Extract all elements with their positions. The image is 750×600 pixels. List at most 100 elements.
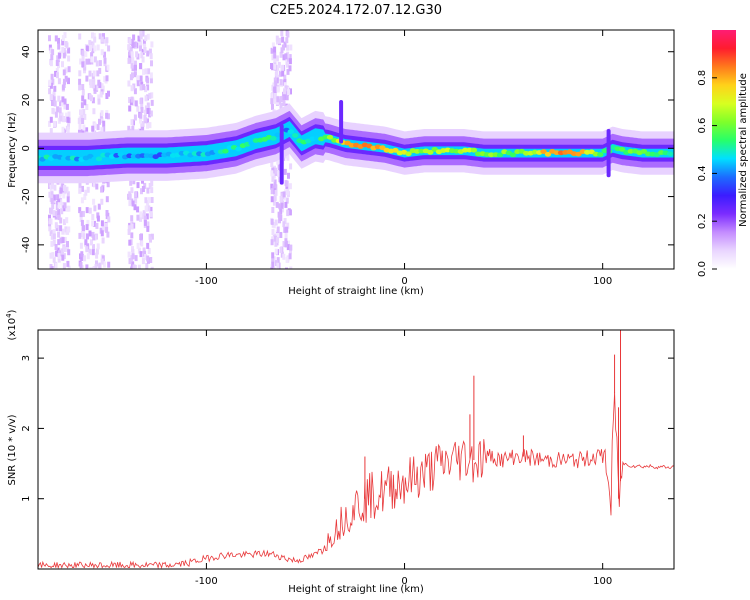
noise-mark — [85, 224, 89, 231]
noise-mark — [144, 68, 148, 75]
noise-mark — [63, 103, 67, 110]
noise-mark — [149, 72, 153, 79]
noise-mark — [285, 37, 289, 44]
noise-mark — [141, 258, 145, 265]
noise-mark — [149, 77, 153, 84]
noise-mark — [128, 258, 132, 265]
noise-mark — [57, 78, 61, 85]
noise-mark — [92, 266, 95, 269]
noise-mark — [96, 215, 100, 222]
noise-mark — [286, 51, 290, 58]
noise-mark — [270, 196, 274, 203]
noise-mark — [99, 91, 103, 98]
noise-mark — [286, 44, 290, 51]
noise-mark — [144, 35, 148, 42]
noise-mark — [128, 193, 132, 200]
spectrogram-frame — [37, 29, 675, 270]
noise-mark — [282, 91, 286, 98]
noise-mark — [285, 197, 289, 204]
noise-mark — [78, 207, 82, 214]
x-tick-label: 100 — [593, 276, 612, 287]
noise-mark — [82, 124, 86, 131]
noise-mark — [61, 46, 65, 53]
noise-mark — [283, 82, 287, 89]
noise-mark — [145, 213, 149, 220]
noise-mark — [283, 78, 287, 85]
noise-mark — [139, 75, 143, 82]
noise-mark — [272, 185, 276, 192]
noise-mark — [65, 217, 69, 224]
noise-mark — [93, 56, 97, 63]
noise-mark — [282, 241, 286, 247]
noise-mark — [66, 241, 69, 247]
snr-data — [38, 330, 674, 569]
noise-mark — [141, 48, 145, 55]
noise-mark — [52, 194, 56, 201]
noise-mark — [139, 40, 143, 47]
noise-mark — [127, 225, 131, 232]
noise-mark — [97, 79, 101, 86]
noise-mark — [80, 219, 84, 226]
noise-mark — [139, 112, 143, 119]
noise-mark — [95, 183, 99, 190]
noise-mark — [284, 241, 288, 248]
noise-mark — [286, 154, 290, 161]
ridge-point — [496, 152, 504, 158]
noise-mark — [270, 98, 274, 105]
noise-mark — [101, 255, 105, 262]
y-tick-label: 1 — [21, 496, 32, 502]
noise-mark — [50, 194, 54, 201]
noise-mark — [136, 105, 140, 112]
snr-y-label: SNR (10 * v/v) — [7, 414, 18, 485]
noise-mark — [52, 229, 56, 236]
noise-mark — [89, 45, 92, 51]
noise-mark — [285, 257, 289, 263]
noise-mark — [286, 244, 290, 251]
noise-mark — [270, 161, 274, 167]
noise-mark — [78, 70, 82, 77]
noise-mark — [274, 240, 278, 247]
y-tick-label: -20 — [21, 188, 32, 204]
noise-mark — [139, 251, 143, 258]
noise-mark — [133, 71, 137, 78]
noise-mark — [96, 44, 100, 51]
noise-mark — [81, 95, 85, 102]
noise-mark — [65, 112, 69, 119]
noise-mark — [63, 185, 66, 192]
noise-mark — [286, 222, 290, 229]
ridge-point — [326, 134, 334, 140]
noise-mark — [141, 268, 145, 269]
noise-mark — [287, 57, 291, 63]
noise-mark — [106, 231, 110, 238]
noise-mark — [146, 118, 149, 125]
noise-mark — [282, 191, 286, 198]
noise-mark — [283, 218, 287, 224]
noise-mark — [133, 41, 137, 48]
noise-mark — [63, 78, 66, 85]
noise-mark — [50, 240, 54, 247]
noise-mark — [281, 95, 285, 102]
noise-mark — [66, 196, 70, 203]
noise-mark — [272, 82, 276, 89]
noise-mark — [64, 75, 68, 82]
noise-mark — [271, 252, 275, 259]
noise-mark — [132, 34, 136, 41]
noise-mark — [85, 58, 89, 65]
noise-mark — [130, 96, 134, 103]
noise-mark — [271, 93, 275, 100]
noise-mark — [65, 186, 69, 193]
noise-mark — [280, 202, 284, 209]
noise-mark — [284, 201, 288, 208]
noise-mark — [140, 103, 144, 110]
noise-mark — [143, 43, 147, 50]
noise-mark — [276, 86, 280, 93]
snr-series-line — [38, 391, 674, 569]
noise-mark — [49, 47, 53, 54]
noise-mark — [59, 187, 63, 194]
y-tick-label: 2 — [21, 425, 32, 431]
noise-mark — [144, 105, 148, 112]
noise-mark — [102, 225, 106, 232]
noise-mark — [143, 215, 147, 222]
noise-mark — [136, 75, 140, 82]
noise-mark — [67, 111, 71, 118]
